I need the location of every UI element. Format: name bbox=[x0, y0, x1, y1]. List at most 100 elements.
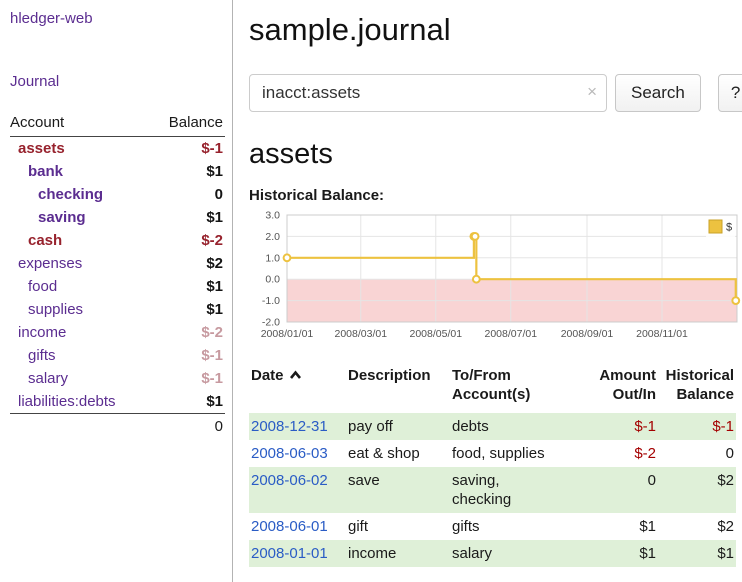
y-tick-label: 1.0 bbox=[265, 252, 280, 264]
y-tick-label: 0.0 bbox=[265, 274, 280, 286]
account-link[interactable]: saving bbox=[38, 209, 86, 226]
account-name-cell: gifts bbox=[10, 344, 150, 367]
account-link[interactable]: liabilities:debts bbox=[18, 393, 116, 410]
account-column-header: Account bbox=[10, 112, 151, 137]
account-balance: $-2 bbox=[201, 324, 223, 341]
sort-ascending-icon bbox=[289, 370, 301, 379]
register-amount: $1 bbox=[639, 545, 656, 562]
data-point bbox=[470, 232, 480, 241]
account-link[interactable]: food bbox=[28, 278, 58, 295]
account-row: salary $-1 bbox=[10, 367, 225, 390]
journal-link[interactable]: Journal bbox=[10, 73, 60, 90]
register-table: Date Description To/From Account(s) Amou… bbox=[249, 366, 736, 567]
register-balance: $2 bbox=[717, 518, 734, 535]
account-link[interactable]: checking bbox=[38, 186, 104, 203]
y-tick-label: 3.0 bbox=[265, 210, 280, 222]
y-tick-label: -2.0 bbox=[262, 317, 280, 329]
sidebar: hledger-web Journal Account Balance asse… bbox=[0, 0, 233, 582]
page-title: sample.journal bbox=[249, 12, 451, 47]
main-content: sample.journal × Search ? assets Histori… bbox=[233, 0, 742, 582]
account-balance: $1 bbox=[206, 278, 223, 295]
account-heading: assets bbox=[249, 138, 333, 170]
total-row: 0 bbox=[10, 413, 225, 438]
register-row: 2008-12-31 pay off debts $-1 $-1 bbox=[249, 413, 736, 440]
account-name-cell: saving bbox=[10, 206, 150, 229]
search-bar: × Search ? bbox=[249, 74, 742, 112]
account-link[interactable]: assets bbox=[18, 140, 65, 157]
account-name-cell: bank bbox=[10, 160, 150, 183]
account-balance: $-1 bbox=[201, 370, 223, 387]
app-brand: hledger-web bbox=[10, 10, 225, 27]
account-row: income $-2 bbox=[10, 321, 225, 344]
account-link[interactable]: expenses bbox=[18, 255, 83, 272]
accounts-column-header: To/From Account(s) bbox=[452, 367, 531, 403]
register-description: income bbox=[348, 545, 397, 562]
register-row: 2008-06-01 gift gifts $1 $2 bbox=[249, 513, 736, 540]
total-balance: 0 bbox=[150, 413, 225, 438]
register-date-link[interactable]: 2008-06-02 bbox=[251, 472, 328, 489]
register-description: save bbox=[348, 472, 380, 489]
x-tick-label: 2008/03/01 bbox=[334, 328, 387, 340]
data-point bbox=[282, 253, 292, 263]
account-balance: $-1 bbox=[201, 347, 223, 364]
legend-swatch bbox=[708, 219, 723, 234]
register-amount: $-2 bbox=[634, 445, 656, 462]
total-row-spacer bbox=[10, 413, 151, 438]
hledger-web-link[interactable]: hledger-web bbox=[10, 10, 93, 27]
register-description: eat & shop bbox=[348, 445, 420, 462]
x-tick-label: 2008/01/01 bbox=[261, 328, 314, 340]
account-row: liabilities:debts $1 bbox=[10, 390, 225, 414]
account-row: assets $-1 bbox=[10, 137, 225, 161]
account-link[interactable]: gifts bbox=[28, 347, 56, 364]
register-date-link[interactable]: 2008-12-31 bbox=[251, 418, 328, 435]
legend-label: $ bbox=[726, 222, 732, 234]
help-button[interactable]: ? bbox=[717, 74, 742, 112]
search-input[interactable] bbox=[249, 74, 607, 112]
account-row: bank $1 bbox=[10, 160, 225, 183]
account-name-cell: expenses bbox=[10, 252, 150, 275]
register-accounts: gifts bbox=[452, 518, 480, 535]
data-point bbox=[471, 274, 481, 284]
register-accounts: saving, checking bbox=[452, 472, 512, 508]
date-column-header[interactable]: Date bbox=[249, 366, 346, 413]
clear-search-icon[interactable]: × bbox=[587, 82, 597, 101]
search-button[interactable]: Search bbox=[615, 74, 701, 112]
account-link[interactable]: income bbox=[18, 324, 67, 341]
account-name-cell: income bbox=[10, 321, 150, 344]
register-date-cell: 2008-01-01 bbox=[249, 540, 346, 567]
amount-column-header: Amount Out/In bbox=[599, 367, 656, 403]
y-tick-label: -1.0 bbox=[262, 295, 280, 307]
register-date-link[interactable]: 2008-06-03 bbox=[251, 445, 328, 462]
chart-title: Historical Balance: bbox=[249, 187, 385, 204]
register-date-cell: 2008-06-02 bbox=[249, 467, 346, 513]
register-balance: 0 bbox=[725, 445, 734, 462]
register-row: 2008-06-03 eat & shop food, supplies $-2 0 bbox=[249, 440, 736, 467]
account-link[interactable]: salary bbox=[28, 370, 69, 387]
register-date-link[interactable]: 2008-01-01 bbox=[251, 545, 328, 562]
balance-column-header: Balance bbox=[150, 112, 225, 137]
account-row: expenses $2 bbox=[10, 252, 225, 275]
account-row: saving $1 bbox=[10, 206, 225, 229]
historical-balance-chart: 3.0 2.0 1.0 0.0 -1.0 -2.0 2008/01/01 2008/03/01… bbox=[249, 209, 742, 348]
search-box: × bbox=[249, 74, 607, 112]
register-balance: $-1 bbox=[712, 418, 734, 435]
register-description: gift bbox=[348, 518, 369, 535]
accounts-table: Account Balance assets $-1 bank $1 checking 0… bbox=[10, 112, 225, 438]
register-description: pay off bbox=[348, 418, 393, 435]
register-balance: $1 bbox=[717, 545, 734, 562]
account-name-cell: salary bbox=[10, 367, 150, 390]
account-row: food $1 bbox=[10, 275, 225, 298]
account-balance: $2 bbox=[206, 255, 223, 272]
x-tick-label: 2008/05/01 bbox=[409, 328, 462, 340]
y-tick-label: 2.0 bbox=[265, 231, 280, 243]
journal-nav: Journal bbox=[10, 73, 225, 90]
account-name-cell: supplies bbox=[10, 298, 150, 321]
register-date-link[interactable]: 2008-06-01 bbox=[251, 518, 328, 535]
account-name-cell: liabilities:debts bbox=[10, 390, 150, 414]
account-link[interactable]: cash bbox=[28, 232, 63, 249]
account-link[interactable]: supplies bbox=[28, 301, 84, 318]
account-link[interactable]: bank bbox=[28, 163, 64, 180]
account-name-cell: assets bbox=[10, 137, 150, 161]
